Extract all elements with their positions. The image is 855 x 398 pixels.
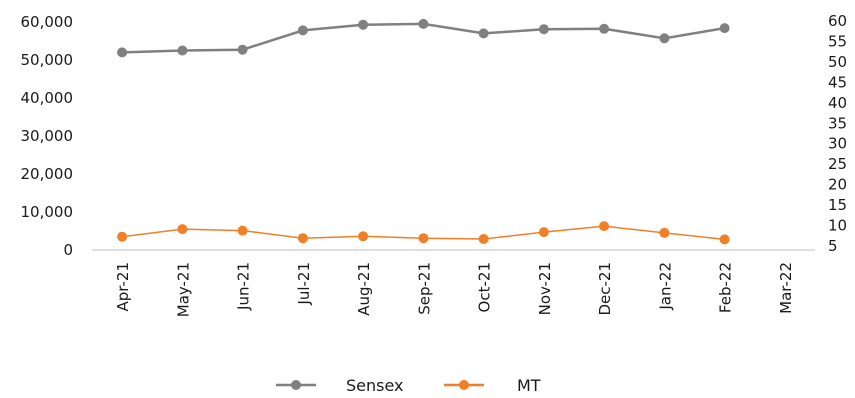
legend-item-mt: MT [444,376,541,395]
legend-sensex-label: Sensex [346,376,404,395]
x-axis-tick-label: May-21 [174,262,192,317]
data-point-mt [719,234,730,245]
right-axis-tick-label: 40 [828,94,847,112]
x-axis-tick-label: Jun-21 [235,262,253,311]
x-axis-tick-label: Oct-21 [476,262,494,312]
legend-item-sensex: Sensex [276,376,404,395]
data-point-mt [177,224,188,235]
data-point-mt [478,234,489,244]
data-point-mt [297,233,308,244]
x-axis-tick-labels: Apr-21 May-21 Jun-21 Jul-21 Aug-21 Sep-21 Oct-… [114,262,795,317]
data-point-sensex [237,44,248,55]
left-axis-tick-label: 60,000 [21,13,74,31]
x-axis-tick-label: Nov-21 [536,262,554,315]
x-axis-tick-label: Sep-21 [415,262,433,315]
data-point-sensex [418,18,429,29]
right-axis-tick-label: 10 [828,217,847,235]
data-point-sensex [478,28,489,39]
right-axis-tick-label: 35 [828,114,847,132]
data-point-sensex [599,23,610,34]
data-point-sensex [297,25,308,36]
legend-mt-label: MT [517,376,541,395]
left-axis-tick-label: 40,000 [21,89,74,107]
data-point-sensex [177,45,188,56]
x-axis-tick-label: Jan-22 [656,262,674,311]
legend: Sensex MT [276,376,541,395]
x-axis-tick-label: Jul-21 [295,262,313,306]
data-point-mt [418,233,429,244]
data-point-sensex [117,47,128,58]
x-axis-tick-label: Mar-22 [777,262,795,314]
x-axis-tick-label: Dec-21 [596,262,614,316]
right-axis-tick-label: 50 [828,53,847,71]
x-axis-tick-label: Feb-22 [717,262,735,313]
left-axis-tick-label: 20,000 [21,165,74,183]
right-axis-tick-label: 55 [828,32,847,50]
right-axis-tick-labels: 5 10 15 20 25 30 35 40 45 50 55 60 [828,12,847,255]
x-axis-tick-label: Aug-21 [355,262,373,316]
left-axis-tick-label: 0 [63,241,73,259]
left-axis-tick-labels: 0 10,000 20,000 30,000 40,000 50,000 60,000 [21,13,74,259]
right-axis-tick-label: 15 [828,196,847,214]
data-point-mt [538,227,549,238]
right-axis-tick-label: 60 [828,12,847,30]
right-axis-tick-label: 25 [828,155,847,173]
right-axis-tick-label: 5 [828,237,838,255]
data-point-sensex [659,33,670,44]
left-axis-tick-label: 50,000 [21,51,74,69]
data-point-mt [358,231,369,242]
x-axis-tick-label: Apr-21 [114,262,132,312]
data-point-sensex [358,19,369,30]
data-point-mt [117,231,128,242]
right-axis-tick-label: 20 [828,176,847,194]
right-axis-tick-label: 45 [828,73,847,91]
series-group [117,18,730,245]
legend-mt-marker [459,380,469,390]
data-point-mt [237,225,248,236]
left-axis-tick-label: 30,000 [21,127,74,145]
legend-sensex-marker [291,380,301,390]
data-point-sensex [719,23,730,34]
data-point-mt [599,221,610,232]
data-point-sensex [538,24,549,35]
left-axis-tick-label: 10,000 [21,203,74,221]
right-axis-tick-label: 30 [828,135,847,153]
data-point-mt [659,227,670,238]
